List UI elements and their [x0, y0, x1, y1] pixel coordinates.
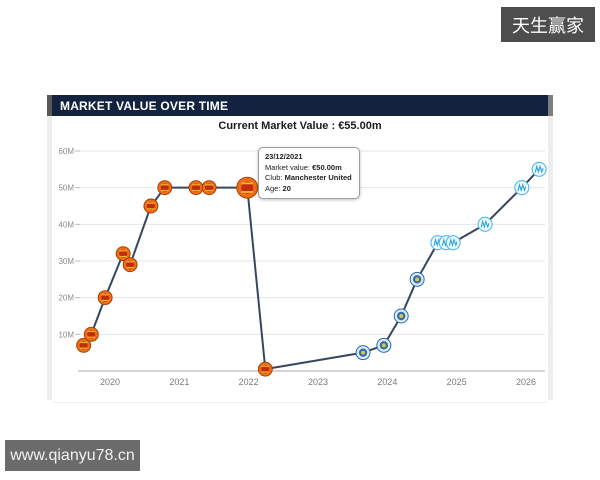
data-point-marker-getafe[interactable] [376, 337, 392, 353]
data-point-marker-man-united[interactable] [201, 180, 217, 196]
data-point-marker-man-united[interactable] [122, 257, 138, 273]
left-scrollbar-track[interactable] [47, 116, 52, 400]
card-title: MARKET VALUE OVER TIME [60, 98, 229, 113]
x-tick-label: 2020 [100, 377, 120, 387]
x-tick-label: 2024 [377, 377, 397, 387]
tooltip-market-value: Market value: €50.00m [265, 162, 342, 172]
y-tick-label: 40M [58, 220, 74, 229]
x-tick-label: 2023 [308, 377, 328, 387]
left-scrollbar-thumb[interactable] [47, 95, 52, 116]
data-point-marker-man-united[interactable] [236, 176, 259, 199]
card-header-bar: MARKET VALUE OVER TIME [52, 95, 548, 116]
watermark-top-right-text: 天生赢家 [512, 15, 584, 36]
data-point-marker-getafe[interactable] [355, 345, 371, 361]
y-axis-labels: 10M 20M 30M 40M 50M 60M [58, 147, 74, 339]
y-tick-label: 20M [58, 294, 74, 303]
current-market-value-text: Current Market Value : €55.00m [218, 120, 382, 132]
tooltip-date: 23/12/2021 [265, 152, 303, 161]
chart-tooltip: 23/12/2021 Market value: €50.00m Club: M… [258, 147, 360, 199]
y-tick-label: 50M [58, 184, 74, 193]
right-scrollbar-thumb[interactable] [548, 95, 553, 116]
data-point-marker-man-united[interactable] [143, 198, 159, 214]
y-tick-label: 10M [58, 330, 74, 339]
watermark-bottom-left-text: www.qianyu78.cn [10, 446, 135, 464]
data-point-marker-marseille[interactable] [531, 161, 547, 177]
data-point-marker-man-united[interactable] [97, 290, 113, 306]
data-point-marker-getafe[interactable] [393, 308, 409, 324]
data-point-marker-marseille[interactable] [477, 216, 493, 232]
data-point-marker-man-united[interactable] [257, 361, 273, 377]
x-tick-label: 2025 [447, 377, 467, 387]
data-point-marker-man-united[interactable] [157, 180, 173, 196]
data-point-marker-man-united[interactable] [115, 246, 131, 262]
x-tick-label: 2021 [169, 377, 189, 387]
data-point-marker-marseille[interactable] [514, 180, 530, 196]
tooltip-age: Age: 20 [265, 183, 291, 193]
watermark-top-right: 天生赢家 [501, 7, 595, 42]
x-tick-label: 2022 [239, 377, 259, 387]
x-tick-label: 2026 [516, 377, 536, 387]
data-point-marker-getafe[interactable] [409, 271, 425, 287]
right-scrollbar-track[interactable] [548, 116, 553, 400]
data-point-marker-marseille[interactable] [445, 235, 461, 251]
data-point-marker-man-united[interactable] [83, 326, 99, 342]
watermark-bottom-left: www.qianyu78.cn [5, 440, 140, 471]
data-point-marker-man-united[interactable] [76, 337, 92, 353]
y-tick-label: 30M [58, 257, 74, 266]
y-tick-label: 60M [58, 147, 74, 156]
data-point-marker-man-united[interactable] [188, 180, 204, 196]
market-value-card: MARKET VALUE OVER TIME Current Market Va… [47, 95, 553, 403]
tooltip-club: Club: Manchester United [265, 173, 352, 182]
x-axis-labels: 2020 2021 2022 2023 2024 2025 2026 [100, 377, 536, 387]
